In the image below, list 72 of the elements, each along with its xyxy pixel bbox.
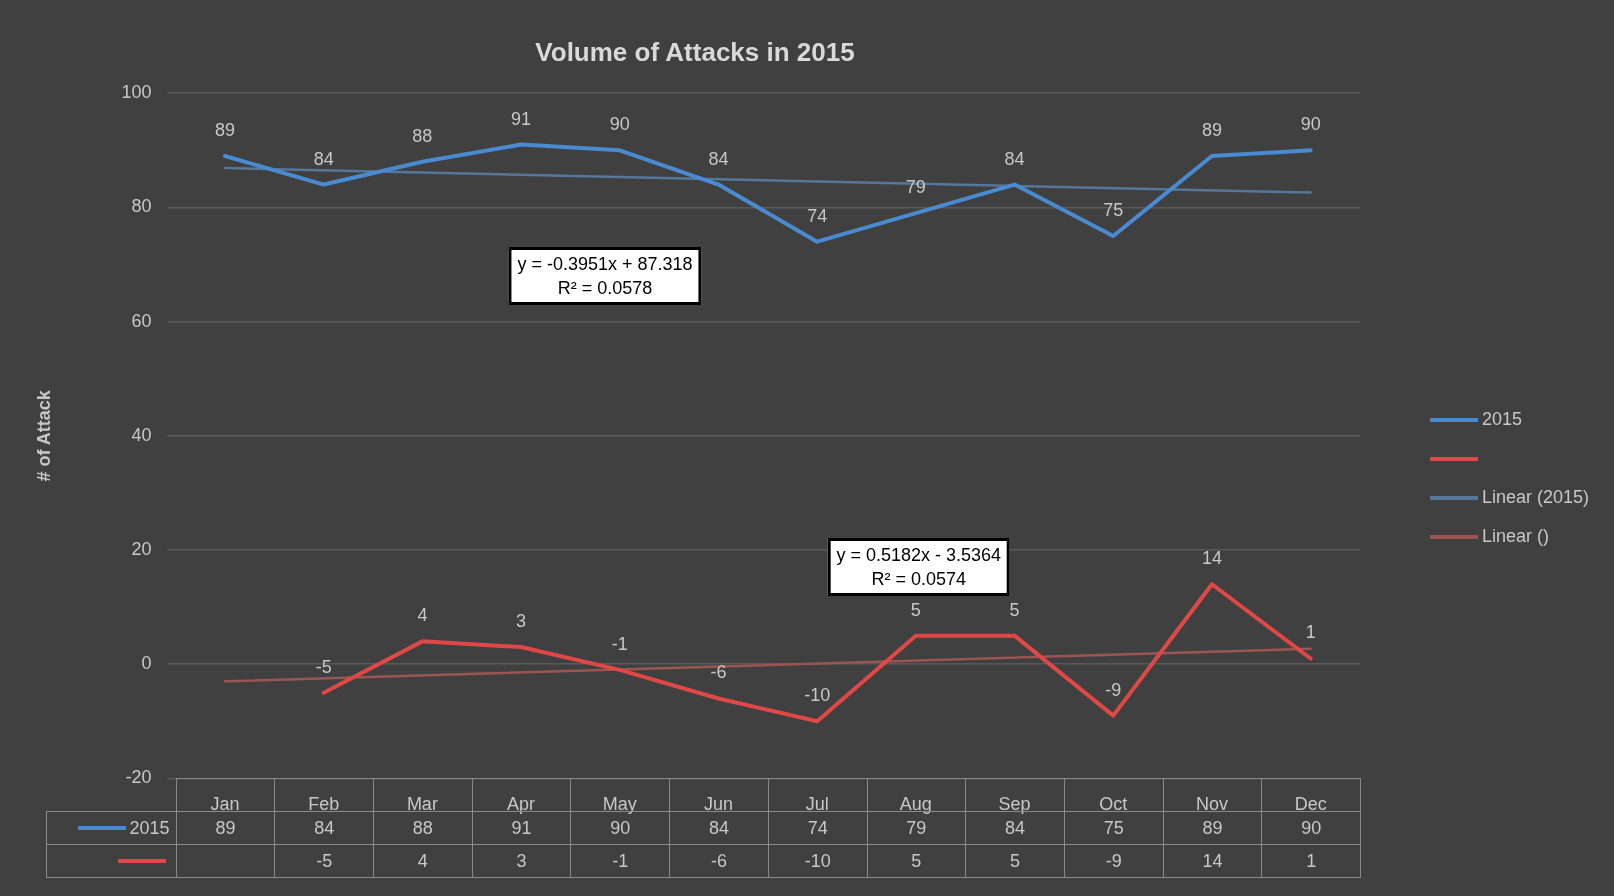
data-label: -6 <box>669 844 769 879</box>
text: 3 <box>516 611 527 632</box>
data-label: 84 <box>314 817 335 838</box>
data-label: 88 <box>412 817 433 838</box>
legend-label: 2015 <box>1482 409 1523 430</box>
data-label: -9 <box>1063 844 1164 879</box>
y-tick-label: -20 <box>125 767 152 788</box>
x-tick-label: Jun <box>703 794 733 815</box>
text: 14 <box>1201 548 1222 569</box>
text: 5 <box>910 599 921 620</box>
legend-label: Linear () <box>1482 526 1550 547</box>
y-tick-label: 60 <box>131 310 152 331</box>
x-tick-label: Jan <box>210 794 240 815</box>
data-label: 89 <box>215 817 236 838</box>
data-label: 84 <box>1005 817 1026 838</box>
x-tick-label: Sep <box>998 794 1031 815</box>
text: 88 <box>412 125 433 146</box>
data-label: 74 <box>807 817 828 838</box>
text: 5 <box>1009 599 1020 620</box>
y-axis-title: # of Attack <box>33 389 54 482</box>
text: 84 <box>313 148 334 169</box>
x-tick-label: May <box>602 794 637 815</box>
annotation: y = 0.5182x - 3.5364 R² = 0.0574 <box>827 538 1011 597</box>
x-tick-label: Nov <box>1195 794 1228 815</box>
x-tick-label: Jul <box>805 794 829 815</box>
text: -9 <box>1105 679 1122 700</box>
data-label: 90 <box>1301 817 1322 838</box>
data-label: 91 <box>511 817 532 838</box>
text: 2015 <box>129 817 170 838</box>
text: -10 <box>804 685 831 706</box>
text: 90 <box>609 114 630 135</box>
text: -6 <box>710 662 727 683</box>
y-tick-label: 40 <box>131 424 152 445</box>
data-label: 90 <box>610 817 631 838</box>
x-tick-label: Dec <box>1294 794 1327 815</box>
text: 90 <box>1300 114 1321 135</box>
data-label: 3 <box>471 844 572 879</box>
chart-title: Volume of Attacks in 2015 <box>535 36 855 67</box>
x-tick-label: Oct <box>1099 794 1128 815</box>
data-label: 89 <box>1202 817 1223 838</box>
x-tick-label: Feb <box>308 794 340 815</box>
x-tick-label: Mar <box>406 794 438 815</box>
y-tick-label: 80 <box>131 196 152 217</box>
data-label: 5 <box>866 844 967 879</box>
y-tick-label: 20 <box>131 538 152 559</box>
data-label: 79 <box>906 817 927 838</box>
text: 91 <box>511 108 532 129</box>
text: 1 <box>1305 622 1316 643</box>
text: 84 <box>1004 148 1025 169</box>
data-label: 5 <box>965 844 1065 879</box>
text: 89 <box>214 119 235 140</box>
data-label: 1 <box>1261 844 1361 879</box>
text: 75 <box>1103 199 1124 220</box>
data-label: -1 <box>570 844 671 879</box>
data-label: -5 <box>274 844 375 879</box>
y-tick-label: 0 <box>141 653 152 674</box>
text: 89 <box>1201 119 1222 140</box>
text: -1 <box>611 633 628 654</box>
text: 74 <box>807 205 828 226</box>
y-tick-label: 100 <box>121 82 152 103</box>
text: 4 <box>417 605 428 626</box>
data-label: 75 <box>1103 817 1124 838</box>
data-label: 14 <box>1162 844 1263 879</box>
data-label: -10 <box>767 844 868 879</box>
data-label: 84 <box>708 817 729 838</box>
x-tick-label: Apr <box>507 794 536 815</box>
text: -5 <box>315 656 332 677</box>
data-label: 4 <box>373 844 473 879</box>
text: 84 <box>708 148 729 169</box>
x-tick-label: Aug <box>899 794 932 815</box>
annotation: y = -0.3951x + 87.318 R² = 0.0578 <box>508 246 702 305</box>
legend-label: Linear (2015) <box>1482 487 1590 508</box>
